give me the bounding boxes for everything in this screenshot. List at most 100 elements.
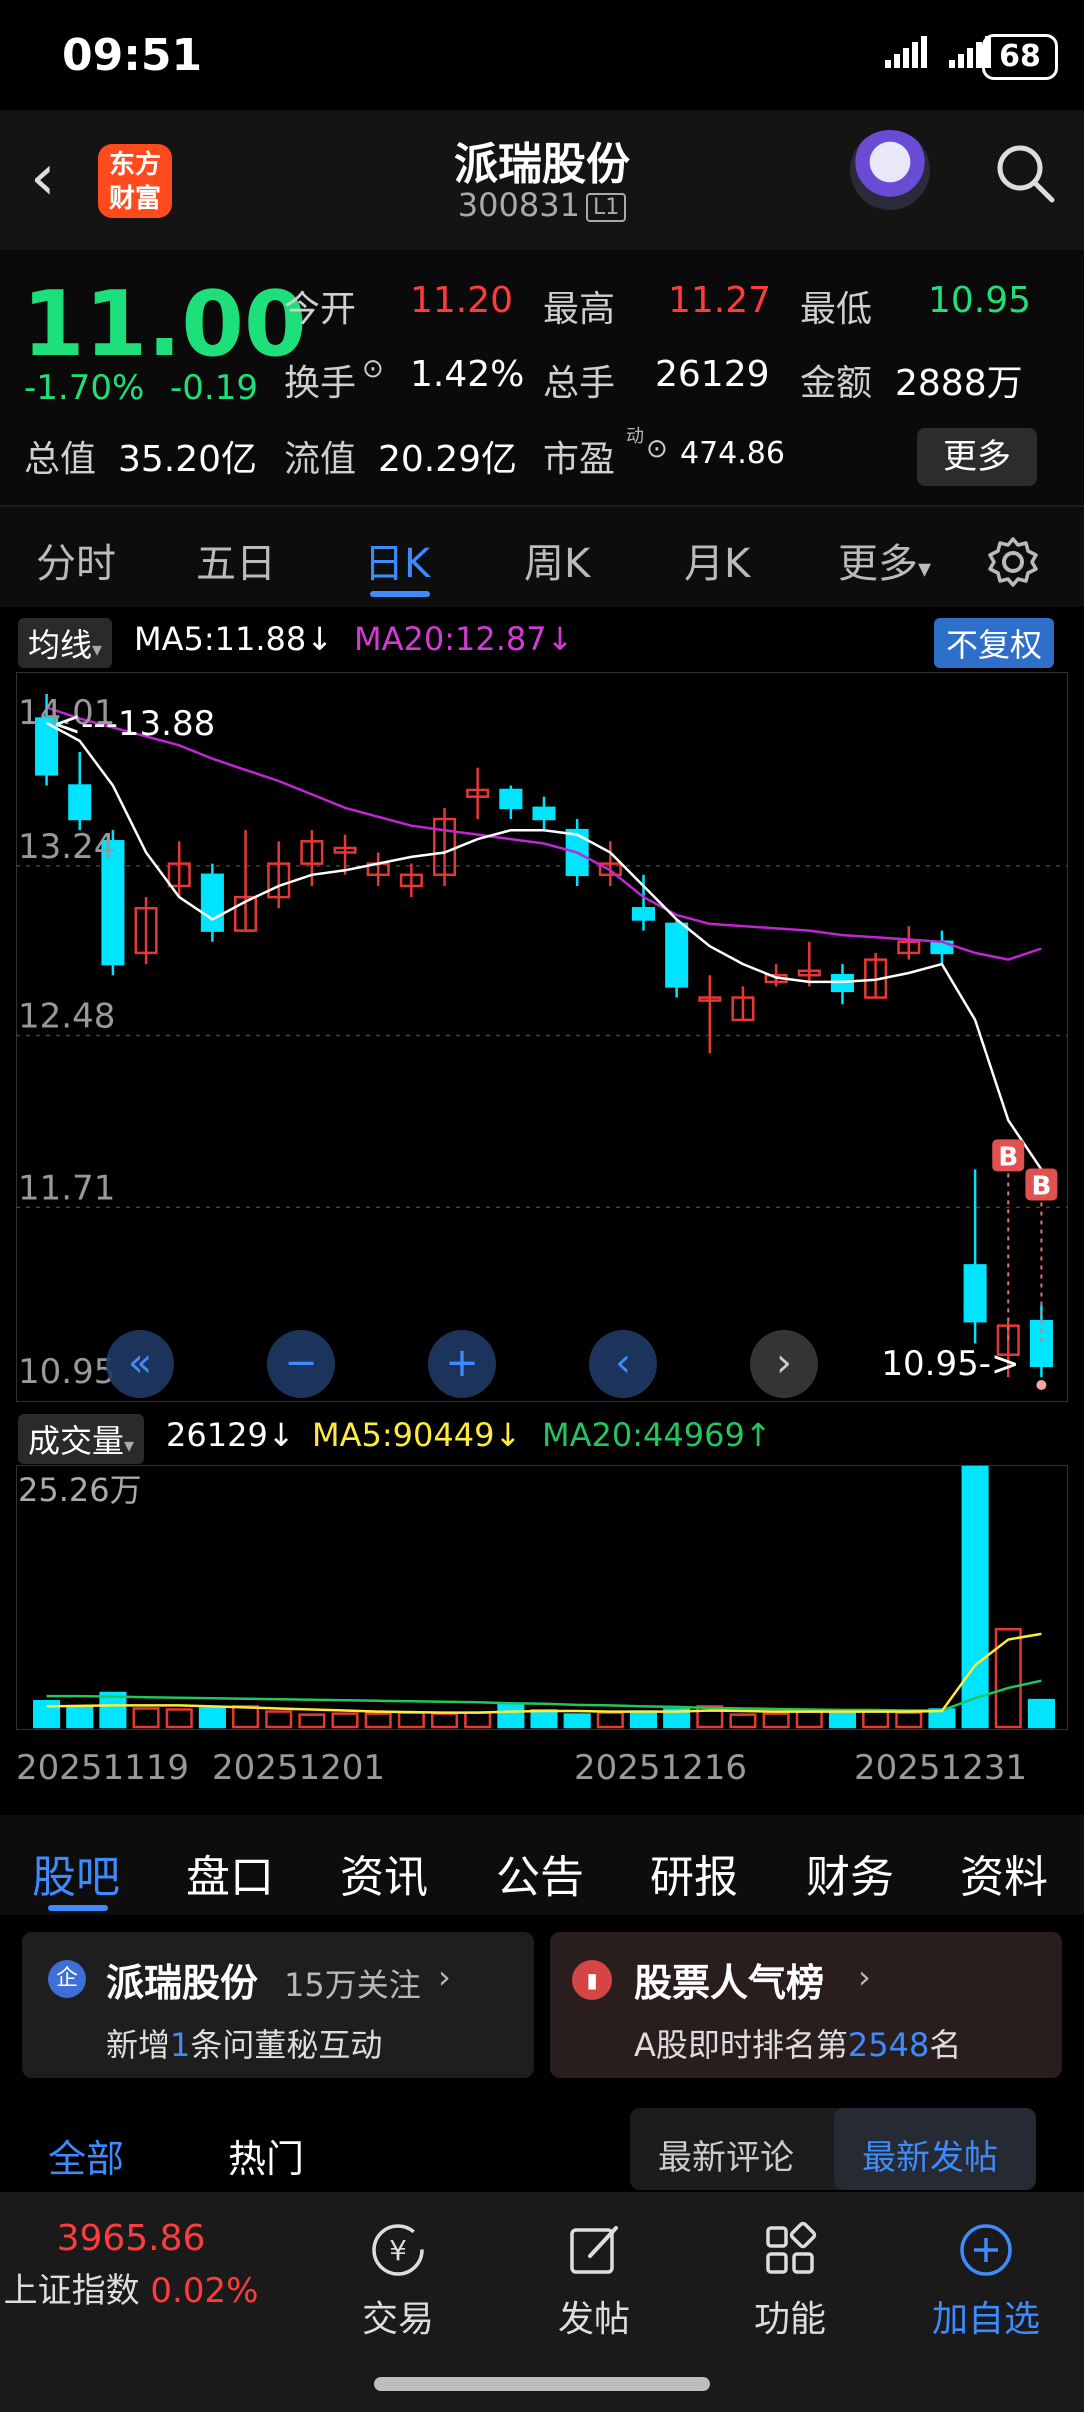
date-label: 20251119: [16, 1748, 190, 1788]
candle-up: [432, 817, 457, 877]
ma5-legend: MA5:11.88↓: [134, 620, 334, 658]
more-button[interactable]: 更多: [917, 428, 1037, 486]
index-line: 上证指数 0.02%: [3, 2271, 259, 2311]
sort-latest-comment[interactable]: 最新评论: [658, 2138, 794, 2178]
change-amount: -0.19: [170, 368, 258, 408]
tab-pankou[interactable]: 盘口: [186, 1852, 274, 1903]
price-axis-labels: 14.01 13.24 12.48 11.71 10.95: [18, 693, 115, 1392]
candle-up: [399, 873, 423, 888]
candle-down: [963, 1264, 987, 1323]
date-label: 20251216: [574, 1748, 748, 1788]
sort-active-bg: [834, 2108, 1036, 2190]
tab-monthly-k[interactable]: 月K: [684, 541, 751, 587]
amount-label: 金额: [800, 363, 873, 404]
candle-down: [68, 784, 92, 821]
feed-tab-hot[interactable]: 热门: [228, 2137, 305, 2181]
card-title: 股票人气榜: [634, 1961, 825, 2005]
chart-control-button[interactable]: [428, 1330, 496, 1398]
trophy-icon: ▮: [572, 1960, 612, 2000]
tab-more[interactable]: 更多▾: [838, 541, 932, 587]
back-icon[interactable]: ‹: [30, 141, 56, 215]
vol-ma20-line: [46, 1679, 1042, 1712]
tab-profile[interactable]: 资料: [960, 1852, 1048, 1903]
tab-announcements[interactable]: 公告: [496, 1852, 584, 1903]
nav-trade[interactable]: ¥ 交易: [318, 2220, 478, 2342]
low-value: 10.95: [928, 280, 1032, 321]
mktcap-value: 35.20亿: [118, 439, 258, 480]
chart-control-button[interactable]: [589, 1330, 657, 1398]
indicator-selector[interactable]: 均线▾: [18, 618, 113, 668]
chart-control-button[interactable]: [267, 1330, 335, 1398]
open-value: 11.20: [410, 280, 514, 321]
assistant-robot-icon[interactable]: [850, 130, 930, 210]
volume-bar: [331, 1712, 359, 1729]
ma20-legend: MA20:12.87↓: [354, 620, 574, 658]
adjust-mode-button[interactable]: 不复权: [934, 618, 1055, 668]
candlestick-chart[interactable]: 14.01 13.24 12.48 11.71 10.95 <---13.88 10.95…: [16, 672, 1068, 1402]
candle-down: [1029, 1319, 1053, 1368]
active-tab-indicator: [370, 591, 430, 597]
edit-post-icon: [570, 2226, 618, 2274]
volume-bar: [265, 1710, 293, 1729]
chart-control-button[interactable]: [106, 1330, 174, 1398]
search-icon[interactable]: [990, 138, 1060, 208]
candle-down: [200, 873, 224, 932]
chart-control-glyph: −: [284, 1340, 318, 1386]
dropdown-arrow-icon: ▾: [92, 637, 103, 661]
tab-weekly-k[interactable]: 周K: [524, 541, 591, 587]
candle-up: [134, 907, 158, 955]
nav-post[interactable]: 发帖: [514, 2220, 674, 2342]
stock-name: 派瑞股份: [454, 139, 630, 190]
vol-ma5-line: [46, 1632, 1042, 1714]
ma-legend-row: 均线▾ MA5:11.88↓ MA20:12.87↓ 不复权: [0, 612, 1084, 668]
popularity-rank-card[interactable]: ▮ 股票人气榜 › A股即时排名第2548名: [550, 1932, 1062, 2078]
volume-indicator-selector[interactable]: 成交量▾: [18, 1414, 145, 1464]
candle-down: [101, 840, 125, 966]
card-title: 派瑞股份: [106, 1961, 259, 2005]
dropdown-arrow-icon: ▾: [124, 1433, 135, 1457]
tab-guba[interactable]: 股吧: [32, 1852, 120, 1903]
plus-circle-icon: [960, 2224, 1012, 2276]
svg-text:¥: ¥: [389, 2234, 407, 2267]
sort-latest-post[interactable]: 最新发帖: [862, 2138, 998, 2178]
stock-forum-card[interactable]: 企 派瑞股份 15万关注 › 新增1条问董秘互动: [22, 1932, 534, 2078]
chart-control-glyph: ‹: [615, 1340, 631, 1386]
nav-add-watchlist[interactable]: 加自选: [906, 2220, 1066, 2342]
candle-up: [267, 862, 291, 899]
tab-news[interactable]: 资讯: [340, 1852, 428, 1903]
chevron-right-icon: ›: [858, 1958, 871, 1996]
info-icon[interactable]: ⊙: [362, 354, 384, 384]
ma5-line: [46, 721, 1043, 1171]
index-ticker[interactable]: 3965.86 上证指数 0.02%: [0, 2218, 262, 2312]
volume-bar: [696, 1705, 724, 1729]
battery-icon: 68: [982, 34, 1058, 80]
grid-apps-icon: [766, 2221, 817, 2274]
volume-bar: [298, 1713, 326, 1729]
home-indicator[interactable]: [374, 2377, 710, 2391]
volume-chart[interactable]: 25.26万: [16, 1465, 1068, 1730]
clock: 09:51: [62, 30, 203, 81]
enterprise-badge-icon: 企: [48, 1960, 86, 1998]
pe-info-icon[interactable]: ⊙: [646, 434, 668, 464]
app-logo[interactable]: 东方 财富: [98, 144, 172, 218]
tab-five-day[interactable]: 五日: [196, 541, 276, 587]
candle-up: [300, 840, 324, 865]
volume-frame: [16, 1465, 1068, 1730]
volume-bar: [563, 1713, 591, 1729]
chart-control-button[interactable]: [750, 1330, 818, 1398]
turnover-value: 1.42%: [410, 354, 525, 395]
app-header: ‹ 东方 财富 派瑞股份 300831 L1: [0, 110, 1084, 250]
volume-bar: [165, 1708, 193, 1729]
nav-functions[interactable]: 功能: [710, 2220, 870, 2342]
volume-bar: [99, 1691, 127, 1729]
volume-value: 26129: [655, 354, 770, 395]
feed-tab-all[interactable]: 全部: [48, 2137, 125, 2181]
tab-research[interactable]: 研报: [650, 1852, 738, 1903]
tab-intraday[interactable]: 分时: [36, 541, 116, 587]
chart-control-glyph: +: [445, 1340, 479, 1386]
info-tabs: 股吧 盘口 资讯 公告 研报 财务 资料: [0, 1815, 1084, 1915]
settings-gear-icon[interactable]: [986, 535, 1040, 589]
candle-up: [698, 996, 722, 1002]
tab-finance[interactable]: 财务: [806, 1852, 894, 1903]
tab-daily-k[interactable]: 日K: [364, 541, 431, 587]
